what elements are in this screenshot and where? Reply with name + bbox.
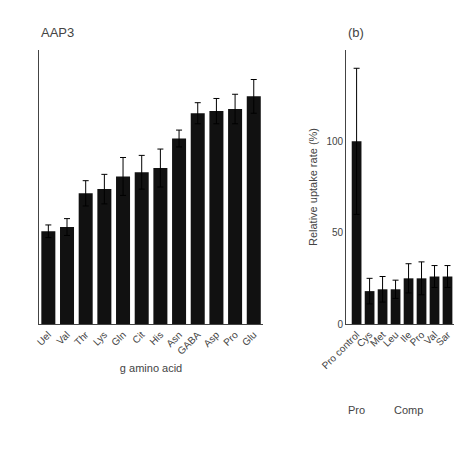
svg-text:Ile: Ile <box>398 329 414 345</box>
svg-text:Asn: Asn <box>164 329 184 349</box>
svg-text:Val: Val <box>422 329 439 346</box>
svg-text:Pro control: Pro control <box>320 329 362 371</box>
svg-text:0: 0 <box>338 319 344 330</box>
svg-text:Pro: Pro <box>348 404 365 416</box>
svg-text:Thr: Thr <box>72 329 91 348</box>
svg-text:(b): (b) <box>348 25 364 40</box>
svg-text:Pro: Pro <box>221 329 240 348</box>
svg-text:Met: Met <box>368 329 388 349</box>
svg-text:Uel: Uel <box>35 329 53 347</box>
svg-text:AAP3: AAP3 <box>41 25 74 40</box>
svg-text:Relative uptake rate (%): Relative uptake rate (%) <box>307 128 319 246</box>
svg-text:50: 50 <box>332 227 344 238</box>
svg-text:Val: Val <box>54 329 71 346</box>
svg-text:g amino acid: g amino acid <box>120 362 182 374</box>
svg-text:Glu: Glu <box>240 329 259 348</box>
svg-text:Gln: Gln <box>109 329 128 348</box>
svg-text:Cit: Cit <box>130 329 147 346</box>
svg-text:His: His <box>147 329 165 347</box>
svg-text:Cys: Cys <box>355 329 375 349</box>
svg-text:Asp: Asp <box>201 329 221 349</box>
svg-text:Leu: Leu <box>381 329 401 349</box>
svg-text:100: 100 <box>326 136 343 147</box>
svg-text:Sar: Sar <box>434 329 453 348</box>
svg-text:GABA: GABA <box>175 329 203 357</box>
svg-text:Pro: Pro <box>408 329 427 348</box>
svg-text:Comp: Comp <box>394 404 423 416</box>
svg-text:Lys: Lys <box>91 329 110 348</box>
